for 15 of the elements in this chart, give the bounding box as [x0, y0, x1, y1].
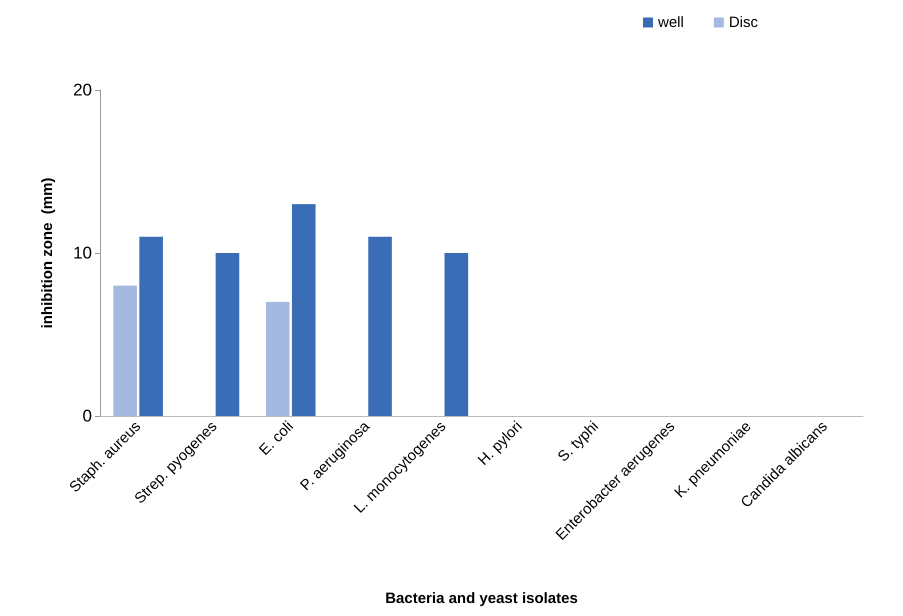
- legend-label: well: [656, 14, 684, 31]
- x-tick-label: E. coli: [256, 418, 297, 459]
- bar: [444, 253, 468, 416]
- bar: [139, 236, 163, 416]
- legend-label: Disc: [728, 14, 758, 31]
- bar: [216, 253, 240, 416]
- y-tick-label: 0: [82, 406, 92, 426]
- y-tick-label: 20: [73, 80, 92, 100]
- y-axis-title: inhibition zone (mm): [39, 178, 56, 328]
- x-axis-title: Bacteria and yeast isolates: [385, 590, 578, 607]
- bar: [292, 204, 316, 416]
- bar: [266, 302, 290, 416]
- bar: [113, 286, 137, 416]
- bar: [368, 236, 392, 416]
- y-tick-label: 10: [73, 244, 92, 262]
